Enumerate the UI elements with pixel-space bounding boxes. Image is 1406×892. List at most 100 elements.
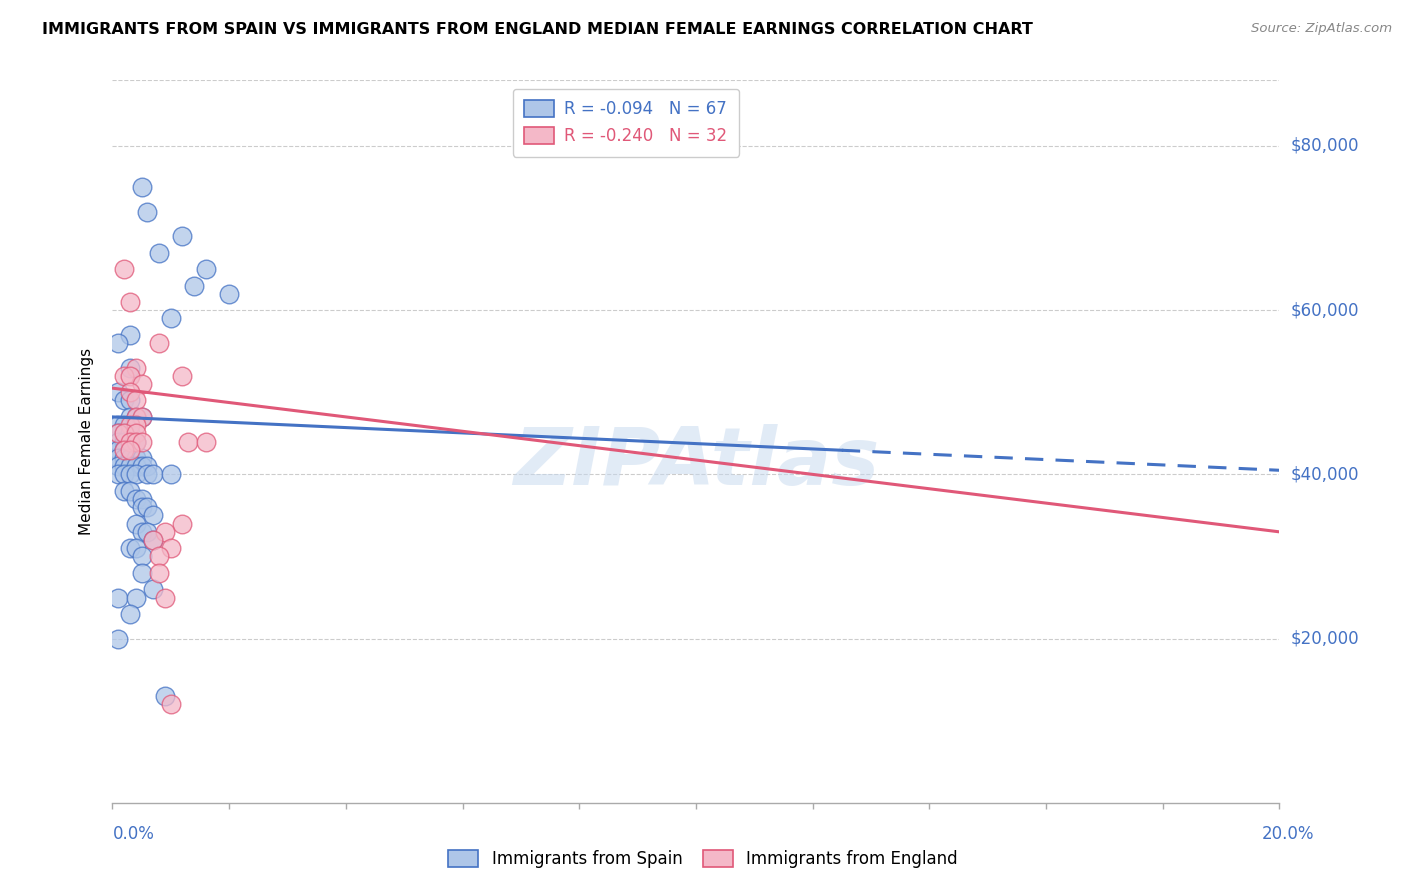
Point (112, 393, 135, 408)
Point (107, 434, 129, 449)
Point (107, 418, 129, 433)
Point (131, 524, 153, 539)
Text: ZIPAtlas: ZIPAtlas (513, 425, 879, 502)
Point (118, 327, 141, 342)
Point (153, 689, 176, 703)
Point (125, 516, 148, 531)
Point (107, 467, 129, 482)
Point (112, 434, 135, 449)
Point (112, 262, 135, 277)
Point (118, 360, 141, 375)
Point (183, 278, 205, 293)
Point (112, 418, 135, 433)
Point (112, 450, 135, 465)
Point (148, 549, 170, 564)
Point (172, 516, 194, 531)
Point (112, 442, 135, 457)
Point (125, 360, 148, 375)
Point (194, 434, 217, 449)
Point (107, 336, 129, 351)
Point (142, 533, 165, 547)
Point (118, 467, 141, 482)
Text: Source: ZipAtlas.com: Source: ZipAtlas.com (1251, 22, 1392, 36)
Point (125, 467, 148, 482)
Text: 0.0%: 0.0% (112, 825, 155, 843)
Text: $60,000: $60,000 (1291, 301, 1360, 319)
Point (118, 295, 141, 310)
Point (118, 393, 141, 408)
Point (107, 459, 129, 474)
Point (131, 549, 153, 564)
Point (118, 409, 141, 424)
Point (131, 566, 153, 580)
Point (107, 442, 129, 457)
Point (118, 442, 141, 457)
Point (125, 450, 148, 465)
Point (172, 368, 194, 383)
Point (131, 500, 153, 515)
Point (125, 491, 148, 506)
Point (125, 393, 148, 408)
Point (125, 434, 148, 449)
Point (125, 409, 148, 424)
Point (112, 483, 135, 498)
Point (160, 541, 183, 556)
Point (136, 500, 159, 515)
Point (112, 442, 135, 457)
Point (177, 434, 200, 449)
Point (118, 434, 141, 449)
Text: $40,000: $40,000 (1291, 466, 1360, 483)
Legend: Immigrants from Spain, Immigrants from England: Immigrants from Spain, Immigrants from E… (441, 843, 965, 875)
Point (118, 418, 141, 433)
Point (118, 607, 141, 621)
Point (107, 591, 129, 605)
Point (107, 426, 129, 441)
Point (148, 245, 170, 260)
Point (160, 698, 183, 712)
Point (131, 409, 153, 424)
Point (131, 434, 153, 449)
Point (131, 450, 153, 465)
Point (125, 409, 148, 424)
Point (131, 459, 153, 474)
Point (136, 459, 159, 474)
Point (118, 450, 141, 465)
Point (112, 459, 135, 474)
Point (118, 426, 141, 441)
Point (112, 368, 135, 383)
Point (160, 311, 183, 326)
Point (125, 459, 148, 474)
Text: 20.0%: 20.0% (1263, 825, 1315, 843)
Point (112, 426, 135, 441)
Point (142, 467, 165, 482)
Point (125, 434, 148, 449)
Point (131, 180, 153, 194)
Point (148, 566, 170, 580)
Point (136, 467, 159, 482)
Point (112, 467, 135, 482)
Text: IMMIGRANTS FROM SPAIN VS IMMIGRANTS FROM ENGLAND MEDIAN FEMALE EARNINGS CORRELAT: IMMIGRANTS FROM SPAIN VS IMMIGRANTS FROM… (42, 22, 1033, 37)
Point (118, 459, 141, 474)
Point (218, 286, 240, 301)
Point (125, 418, 148, 433)
Point (107, 632, 129, 646)
Point (118, 483, 141, 498)
Text: $80,000: $80,000 (1291, 137, 1360, 155)
Point (125, 541, 148, 556)
Point (118, 385, 141, 400)
Point (153, 591, 176, 605)
Point (107, 385, 129, 400)
Point (131, 409, 153, 424)
Point (172, 229, 194, 244)
Point (107, 426, 129, 441)
Point (131, 491, 153, 506)
Point (142, 533, 165, 547)
Point (142, 582, 165, 597)
Point (118, 368, 141, 383)
Legend: R = -0.094   N = 67, R = -0.240   N = 32: R = -0.094 N = 67, R = -0.240 N = 32 (513, 88, 740, 157)
Y-axis label: Median Female Earnings: Median Female Earnings (79, 348, 94, 535)
Point (160, 467, 183, 482)
Point (125, 426, 148, 441)
Point (107, 450, 129, 465)
Point (136, 204, 159, 219)
